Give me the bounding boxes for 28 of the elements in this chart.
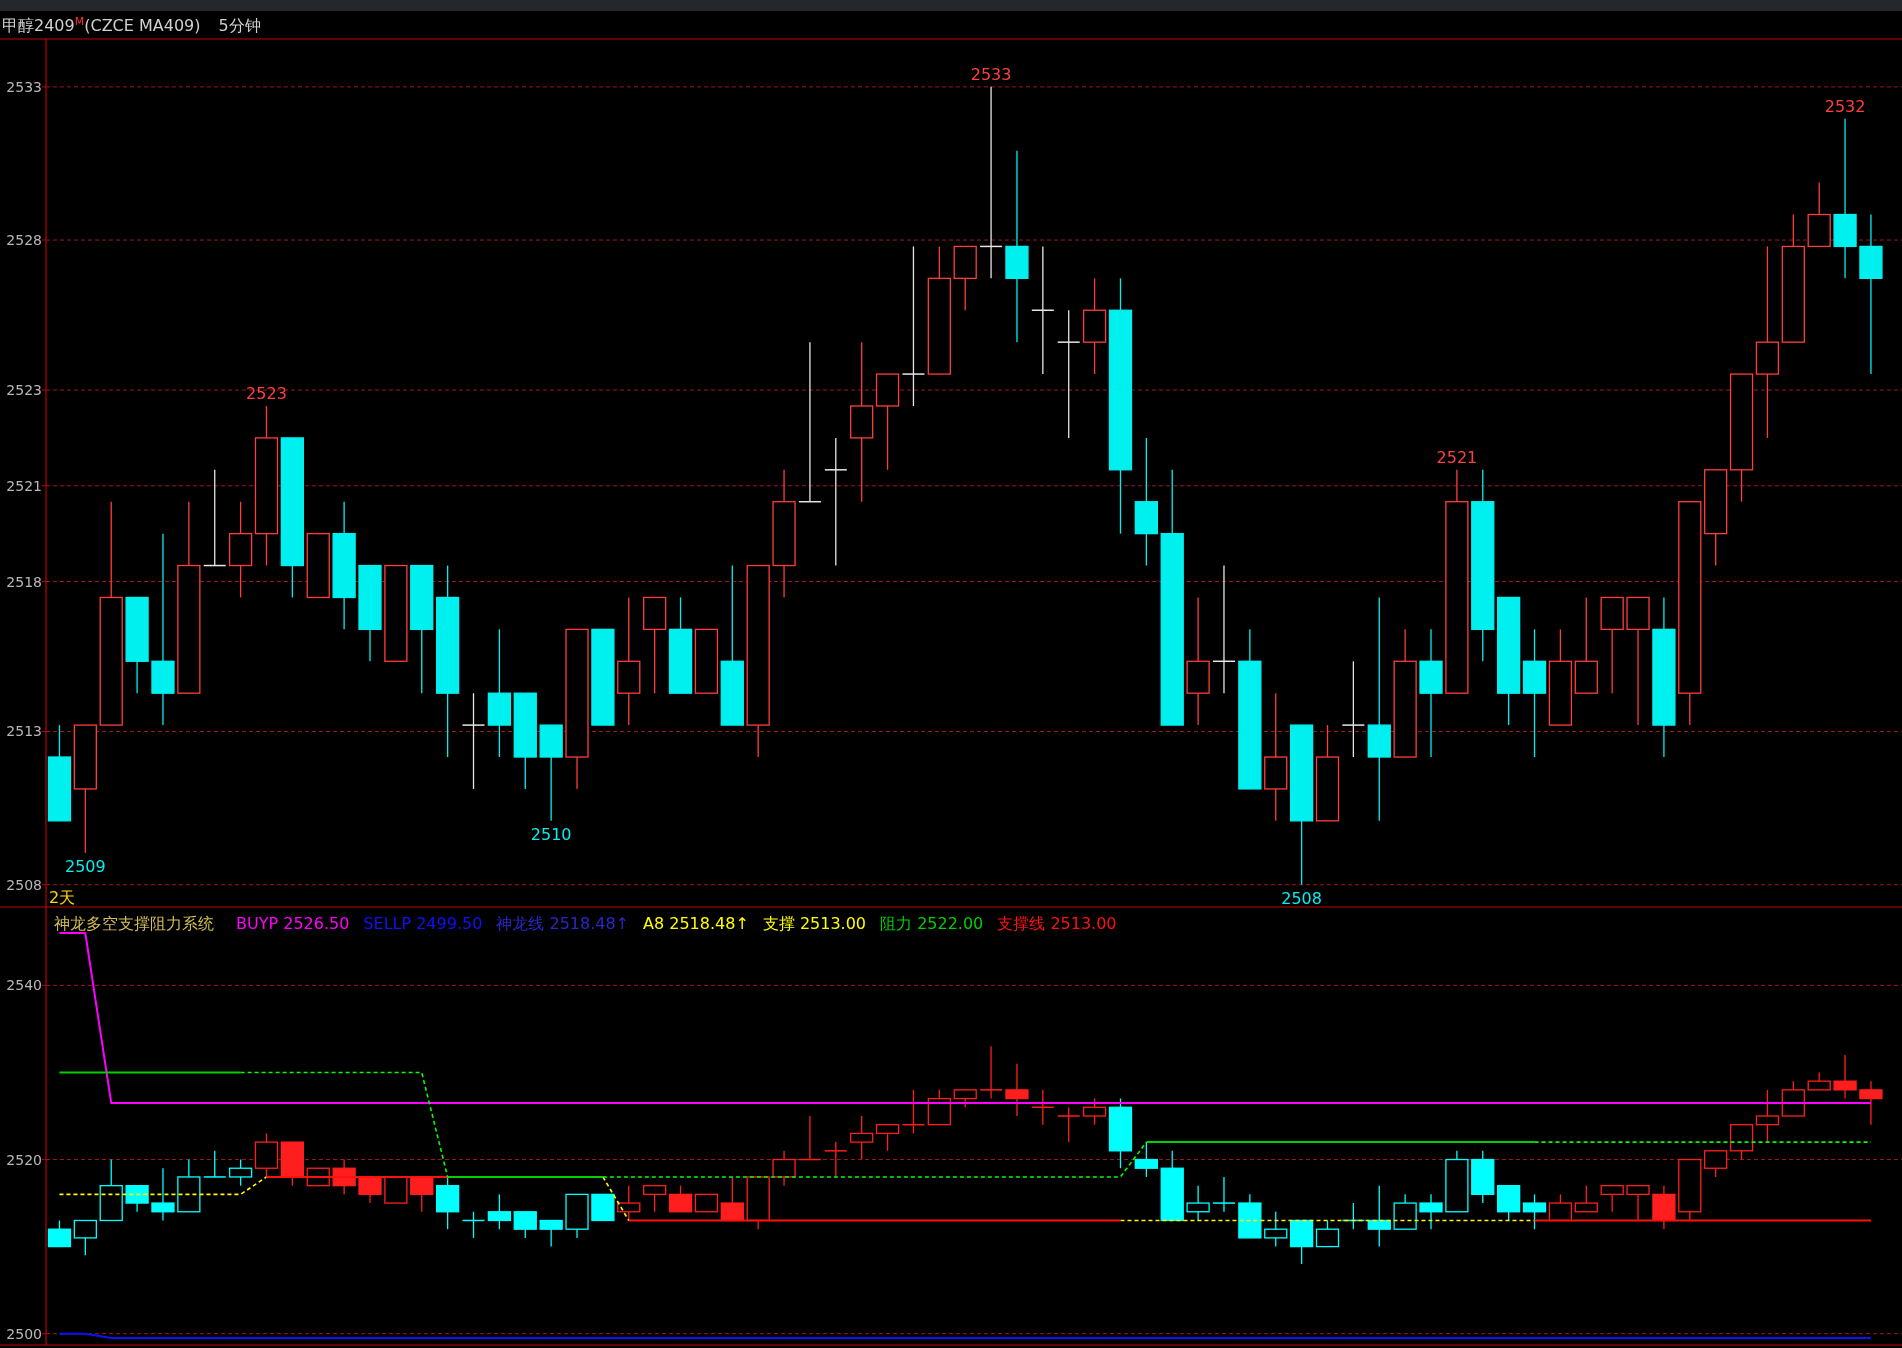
legend-title: 神龙多空支撑阻力系统 <box>54 914 214 933</box>
legend-item: 支撑 2513.00 <box>762 914 867 933</box>
legend-item: SELLP 2499.50 <box>363 914 483 933</box>
value-label: 2510 <box>530 824 572 844</box>
ytick: 2513 <box>6 723 42 740</box>
ytick: 2520 <box>6 1151 42 1168</box>
value-label: 2508 <box>1281 888 1322 908</box>
ytick: 2540 <box>6 977 42 994</box>
ytick: 2521 <box>6 477 42 494</box>
subtitle: 5分钟 <box>218 16 261 35</box>
annotation: 2天 <box>49 888 76 907</box>
ytick: 2533 <box>6 78 42 95</box>
ytick: 2523 <box>6 382 42 399</box>
value-label: 2533 <box>970 64 1012 84</box>
ytick: 2508 <box>6 876 42 893</box>
value-label: 2523 <box>246 384 287 403</box>
legend-item: 神龙线 2518.48↑ <box>496 914 629 933</box>
legend-item: 阻力 2522.00 <box>880 914 984 933</box>
value-label: 2521 <box>1436 447 1478 467</box>
title: 甲醇2409$^{M}$(CZCE MA409) <box>2 14 201 35</box>
value-label: 2509 <box>65 856 106 876</box>
legend-item: 支撑线 2513.00 <box>997 914 1117 933</box>
ytick: 2500 <box>6 1325 42 1342</box>
ytick: 2528 <box>6 232 42 249</box>
legend-item: BUYP 2526.50 <box>236 914 350 933</box>
value-label: 2532 <box>1824 96 1866 116</box>
legend-item: A8 2518.48↑ <box>643 914 749 933</box>
ytick: 2518 <box>6 573 42 590</box>
